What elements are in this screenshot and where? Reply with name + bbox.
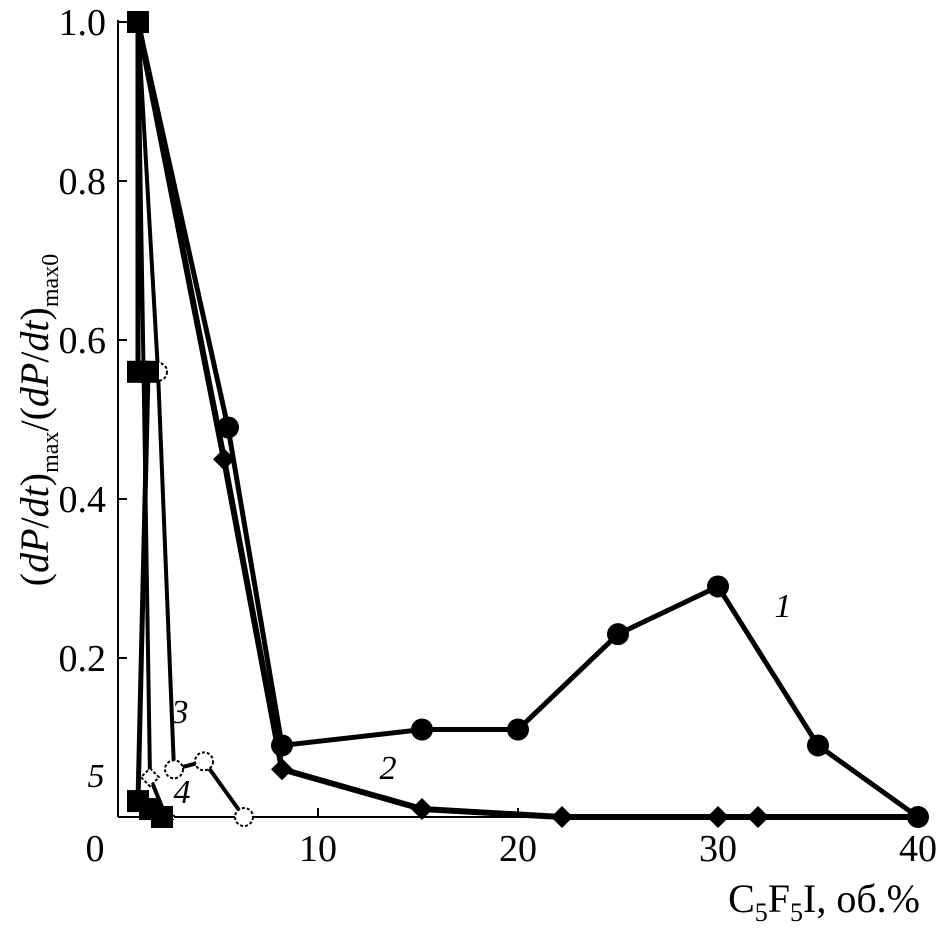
series-3-point: [234, 807, 254, 827]
series-5-point: [151, 806, 173, 828]
series-2-point: [747, 806, 769, 828]
y-tick-label: 0.8: [59, 161, 107, 203]
series-1-point: [607, 623, 629, 646]
series-2-point: [707, 806, 729, 828]
series-3-point: [164, 759, 184, 780]
y-tick-label: 0.6: [59, 320, 107, 362]
series-1-label: 1: [775, 588, 792, 625]
series-1-point: [411, 718, 433, 741]
series-5-point: [137, 360, 159, 383]
y-tick-label: 0.2: [59, 638, 107, 680]
series-2-point: [907, 806, 929, 828]
series-2-point: [213, 448, 235, 471]
x-tick-label: 20: [499, 828, 537, 870]
labels-layer: 1 2 3 4 5: [88, 588, 792, 811]
series-2-point: [271, 758, 293, 781]
series-1-point: [217, 416, 239, 439]
series-3-label: 3: [171, 694, 189, 731]
x-tick-label: 10: [299, 828, 337, 870]
series-layer: [135, 21, 920, 820]
series-2-line: [135, 21, 918, 820]
series-2-point: [411, 798, 433, 821]
series-3-point: [194, 751, 214, 772]
x-tick-label: 30: [699, 828, 737, 870]
y-tick-label: 1.0: [59, 2, 107, 44]
y-tick-label: 0.4: [59, 479, 107, 521]
series-4-label: 4: [174, 774, 191, 811]
series-1-point: [707, 575, 729, 598]
series-5-label: 5: [88, 758, 105, 795]
series-1-point: [507, 718, 529, 741]
markers-layer: [127, 11, 929, 828]
series-4-point: [139, 766, 161, 788]
y-axis-title: (dP/dt)max/(dP/dt)max0: [12, 254, 64, 586]
series-5-point: [127, 11, 149, 33]
series-1-line: [135, 21, 920, 820]
series-2-label: 2: [380, 750, 397, 787]
series-1-point: [807, 734, 829, 757]
x-tick-label: 40: [899, 828, 937, 870]
x-axis-title: C5F5I, об.%: [728, 876, 920, 927]
axes: 0 10 20 30 40 0.2 0.4 0.6 0.8 1.0: [59, 2, 938, 870]
series-1-point: [271, 734, 293, 757]
x-tick-label: 0: [86, 828, 105, 870]
series-2-point: [551, 806, 573, 828]
